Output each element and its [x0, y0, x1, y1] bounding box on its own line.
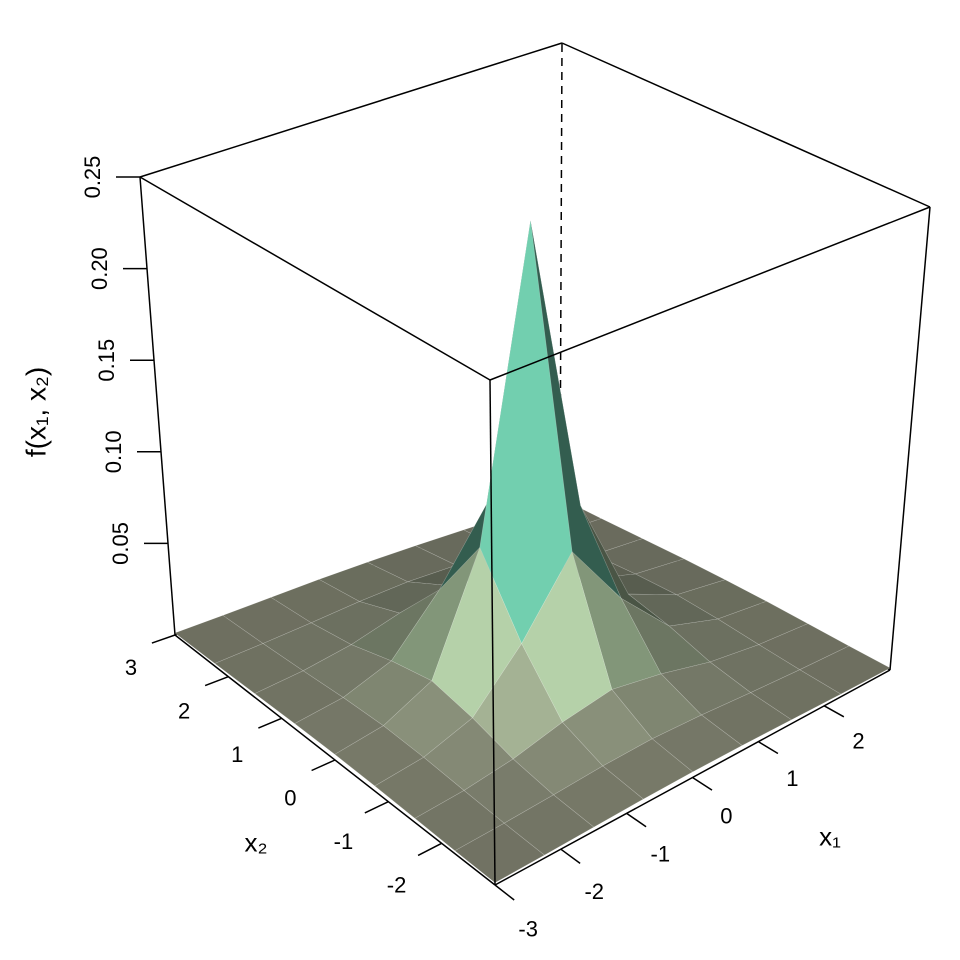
surface-facet	[382, 680, 473, 758]
z-tick-label: 0.25	[80, 156, 105, 199]
y-tick	[311, 759, 336, 772]
axes: -3 -2 -1 0 1 2 -2 -1 0 1 2 3 0.05 0.10 0.15 0.20 0.25 x₁ x…	[20, 156, 864, 942]
y-tick	[417, 842, 443, 857]
x-tick	[626, 812, 647, 828]
z-tick-label: 0.20	[87, 247, 112, 290]
y-tick-label: 3	[125, 655, 137, 680]
surface-facet	[334, 725, 425, 787]
y-tick	[151, 634, 176, 644]
surface-facet	[318, 561, 409, 602]
x-tick	[823, 705, 845, 718]
x-tick	[757, 741, 779, 755]
surface-facet	[423, 717, 514, 791]
x-tick-label: -2	[584, 879, 604, 904]
z-tick-label: 0.10	[101, 430, 126, 473]
y-tick	[364, 800, 389, 814]
y-tick	[258, 717, 282, 729]
y-tick-label: 1	[231, 742, 243, 767]
box-edge	[139, 42, 563, 178]
x-tick-label: 1	[786, 766, 798, 791]
y-tick-label: 2	[178, 699, 190, 724]
z-axis-title: f(x₁, x₂)	[20, 367, 51, 457]
surface-facet	[503, 794, 595, 856]
box-edge	[139, 176, 176, 636]
y-axis-title: x₂	[244, 827, 267, 857]
x-tick	[494, 884, 515, 901]
x-tick-label: -3	[518, 917, 538, 942]
x-tick	[692, 776, 713, 791]
x-tick	[560, 848, 581, 864]
surface-facet	[454, 822, 545, 884]
box-edge	[489, 379, 496, 886]
surface-facet	[214, 643, 304, 694]
x-tick-label: 0	[720, 804, 732, 829]
z-tick-label: 0.15	[94, 339, 119, 382]
box-edge	[889, 206, 931, 671]
box-edge	[139, 176, 491, 381]
surface	[174, 220, 891, 884]
surface-facet	[799, 645, 891, 695]
box-edge	[561, 42, 931, 208]
y-tick-label: -2	[387, 872, 407, 897]
surface-facet	[374, 756, 465, 819]
surface-facet	[651, 714, 743, 773]
y-tick-label: -1	[334, 829, 354, 854]
x-tick-label: -1	[651, 841, 671, 866]
y-tick	[204, 675, 229, 687]
surface-facet	[561, 689, 653, 767]
x-tick-label: 2	[852, 728, 864, 753]
surface-facet	[294, 697, 384, 755]
surface-facet	[750, 669, 842, 721]
x-axis-title: x₁	[819, 821, 841, 851]
box-edge	[489, 206, 931, 381]
z-tick-label: 0.05	[108, 522, 133, 565]
y-tick-label: 0	[284, 785, 296, 810]
